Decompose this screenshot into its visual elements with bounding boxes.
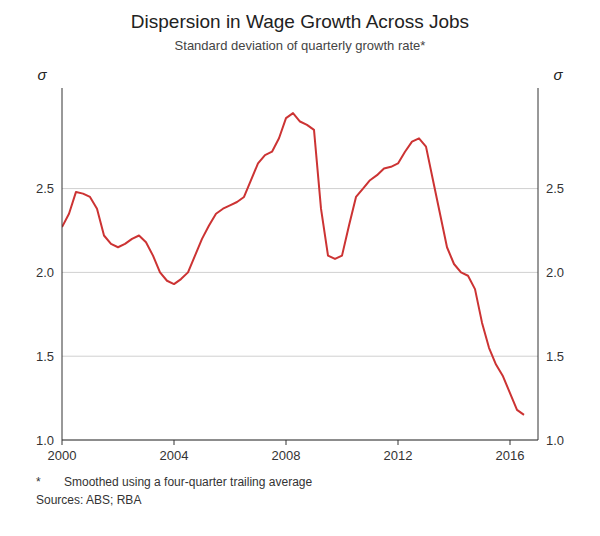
- y-axis-line: [62, 88, 63, 440]
- grid-line: [62, 440, 538, 441]
- x-tick: [174, 440, 175, 445]
- y2-tick-label: 2.0: [546, 265, 564, 280]
- y-axis-label: σ: [37, 66, 47, 83]
- x-tick: [510, 440, 511, 445]
- annotation: * Smoothed using a four-quarter trailing…: [36, 475, 312, 489]
- grid-line: [62, 272, 538, 273]
- x-tick: [286, 440, 287, 445]
- x-tick-label: 2012: [384, 448, 413, 463]
- x-tick: [398, 440, 399, 445]
- y2-tick-label: 1.5: [546, 349, 564, 364]
- axes: 2000 2004 2008 2012 2016 1.0 1.5 2.0 2.5 1.0 1.5 2.…: [36, 88, 564, 463]
- y-tick-label: 2.5: [36, 181, 54, 196]
- grid: [62, 189, 538, 440]
- y2-tick: [538, 440, 539, 441]
- x-tick-label: 2000: [48, 448, 77, 463]
- y2-axis-line: [538, 88, 539, 440]
- x-axis-line: [62, 440, 538, 441]
- chart: Dispersion in Wage Growth Across Jobs Sta…: [0, 0, 600, 536]
- y-tick-label: 2.0: [36, 265, 54, 280]
- x-tick-label: 2008: [272, 448, 301, 463]
- y-tick-label: 1.5: [36, 349, 54, 364]
- y2-tick: [538, 272, 539, 273]
- y-tick-label: 1.0: [36, 433, 54, 448]
- title: Dispersion in Wage Growth Across Jobs: [131, 11, 469, 32]
- x-tick: [62, 440, 63, 445]
- grid-line: [62, 356, 538, 357]
- x-tick-label: 2004: [160, 448, 189, 463]
- y2-tick-label: 2.5: [546, 181, 564, 196]
- y2-tick: [538, 356, 539, 357]
- line: [62, 113, 524, 415]
- y2-tick-label: 1.0: [546, 433, 564, 448]
- y2-tick: [538, 188, 539, 189]
- grid-line: [62, 188, 538, 189]
- annotation: Sources: ABS; RBA: [36, 493, 141, 507]
- subtitle: Standard deviation of quarterly growth r…: [175, 38, 426, 53]
- x-tick-label: 2016: [496, 448, 525, 463]
- y2-axis-label: σ: [553, 66, 563, 83]
- series-group: [62, 113, 524, 415]
